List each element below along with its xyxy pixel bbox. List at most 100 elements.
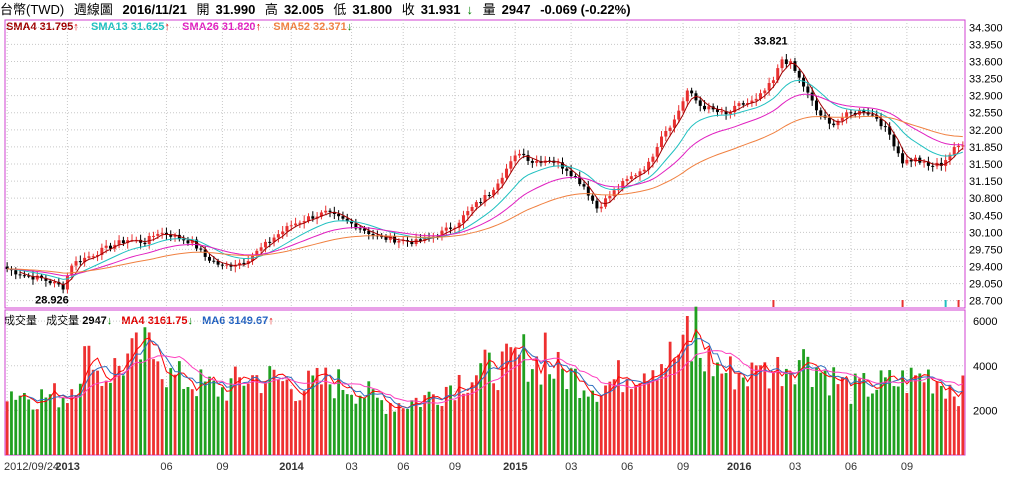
price-tick-label: 30.100 bbox=[969, 227, 1003, 239]
candle-body bbox=[957, 145, 961, 148]
volume-bar bbox=[767, 388, 771, 455]
volume-bar bbox=[315, 367, 319, 455]
volume-bar bbox=[780, 386, 784, 455]
volume-ma6-line bbox=[28, 338, 963, 409]
volume-bar bbox=[509, 347, 513, 455]
candle-body bbox=[225, 264, 229, 266]
candle-body bbox=[810, 92, 814, 101]
volume-bar bbox=[255, 375, 259, 455]
volume-bar bbox=[685, 316, 689, 455]
candle-body bbox=[526, 155, 530, 161]
volume-bar bbox=[367, 381, 371, 455]
volume-bar bbox=[677, 354, 681, 455]
volume-bar bbox=[31, 409, 35, 455]
candle-body bbox=[569, 170, 573, 177]
volume-bar bbox=[57, 407, 61, 455]
candle-body bbox=[879, 118, 883, 127]
candle-body bbox=[384, 236, 388, 240]
candle-body bbox=[660, 136, 664, 148]
volume-bar bbox=[918, 373, 922, 455]
candle-body bbox=[780, 59, 784, 69]
volume-bar bbox=[10, 391, 13, 455]
candle-body bbox=[651, 156, 655, 162]
price-tick-label: 34.300 bbox=[969, 22, 1003, 34]
candle-body bbox=[27, 275, 31, 277]
candle-body bbox=[31, 276, 35, 280]
volume-bar bbox=[815, 367, 818, 455]
volume-bar bbox=[901, 370, 904, 455]
x-tick-label: 06 bbox=[845, 461, 857, 473]
volume-bar bbox=[858, 378, 861, 455]
volume-bar bbox=[5, 401, 9, 455]
bar-date: 2016/11/21 bbox=[122, 2, 187, 17]
volume-bar bbox=[879, 370, 883, 455]
volume-bar bbox=[513, 348, 517, 455]
candle-body bbox=[238, 262, 242, 266]
candle-body bbox=[621, 181, 625, 189]
volume-bar bbox=[474, 375, 478, 455]
symbol-title: 台幣(TWD) bbox=[0, 2, 65, 17]
volume-bar bbox=[173, 374, 177, 455]
volume-bar bbox=[707, 348, 711, 455]
candle-body bbox=[961, 145, 965, 147]
candle-body bbox=[591, 195, 595, 201]
price-tick-label: 31.500 bbox=[969, 159, 1003, 171]
volume-bar bbox=[802, 349, 805, 455]
volume-bar bbox=[225, 400, 229, 455]
price-tick-label: 31.150 bbox=[969, 176, 1003, 188]
volume-bar bbox=[810, 387, 814, 455]
candle-body bbox=[285, 226, 289, 232]
candle-body bbox=[931, 165, 935, 167]
candle-body bbox=[173, 234, 177, 237]
candle-body bbox=[819, 110, 823, 116]
volume-bar bbox=[121, 375, 125, 455]
candle-body bbox=[535, 161, 539, 163]
candle-body bbox=[840, 117, 844, 121]
volume-bar bbox=[840, 376, 844, 455]
volume-bar bbox=[18, 395, 22, 455]
candle-body bbox=[827, 117, 831, 124]
volume-bar bbox=[724, 373, 728, 455]
candle-body bbox=[707, 106, 711, 110]
candle-body bbox=[776, 68, 780, 81]
candle-body bbox=[401, 240, 405, 242]
volume-bar bbox=[797, 360, 801, 455]
volume-bar bbox=[302, 391, 306, 455]
candle-body bbox=[634, 175, 638, 177]
x-tick-label: 06 bbox=[621, 461, 633, 473]
volume-ma13-line bbox=[58, 350, 963, 404]
volume-bar bbox=[548, 374, 551, 455]
candle-body bbox=[479, 202, 483, 204]
volume-bar bbox=[350, 394, 353, 455]
candle-body bbox=[362, 228, 366, 231]
candle-body bbox=[207, 256, 211, 261]
volume-bar bbox=[40, 389, 43, 455]
candle-body bbox=[203, 249, 207, 257]
low-value: 31.800 bbox=[352, 2, 393, 17]
volume-bar bbox=[849, 404, 853, 455]
volume-bar bbox=[565, 389, 569, 455]
volume-bar bbox=[776, 356, 780, 455]
volume-bar bbox=[431, 394, 435, 455]
candle-body bbox=[703, 105, 707, 110]
volume-bar bbox=[70, 389, 74, 455]
candle-body bbox=[681, 101, 685, 111]
candle-body bbox=[337, 213, 341, 217]
volume-bar bbox=[87, 345, 91, 455]
price-tick-label: 29.750 bbox=[969, 244, 1003, 256]
candle-body bbox=[83, 257, 87, 263]
volume-bar bbox=[827, 395, 831, 455]
candle-body bbox=[793, 61, 797, 71]
candle-body bbox=[48, 280, 52, 284]
volume-bar bbox=[406, 409, 409, 455]
candle-body bbox=[294, 223, 298, 226]
volume-bar bbox=[220, 387, 224, 455]
volume-bar bbox=[638, 383, 642, 455]
volume-bar bbox=[199, 369, 203, 455]
volume-bar bbox=[410, 400, 414, 455]
volume-bar bbox=[651, 370, 655, 455]
x-tick-label: 2015 bbox=[503, 461, 527, 473]
candle-body bbox=[182, 239, 186, 241]
x-tick-label: 06 bbox=[160, 461, 172, 473]
